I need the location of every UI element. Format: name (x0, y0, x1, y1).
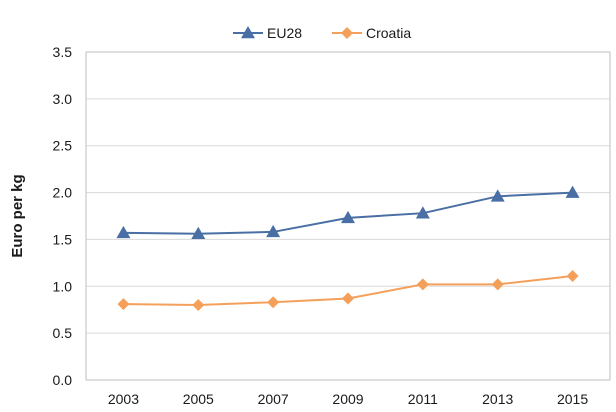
data-point (117, 298, 130, 311)
data-point (116, 225, 131, 239)
y-tick-label: 1.5 (53, 231, 73, 247)
data-point (415, 206, 430, 219)
y-axis-ticks: 0.0 0.5 1.0 1.5 2.0 2.5 3.0 3.5 (53, 44, 73, 388)
data-point (341, 210, 355, 224)
data-point (267, 296, 280, 309)
legend: EU28 Croatia (233, 25, 411, 41)
y-tick-label: 3.0 (53, 91, 73, 107)
x-tick-label: 2007 (258, 391, 289, 407)
legend-item: EU28 (233, 25, 302, 41)
x-tick-label: 2013 (482, 391, 513, 407)
y-axis-label: Euro per kg (9, 174, 26, 257)
x-tick-label: 2011 (408, 391, 438, 407)
data-point (491, 278, 504, 291)
legend-marker (341, 27, 353, 39)
x-axis-ticks: 2003 2005 2007 2009 2011 2013 2015 (108, 391, 589, 407)
gridlines (86, 51, 610, 381)
series-croatia (117, 269, 579, 312)
data-point (342, 292, 354, 305)
legend-marker (241, 26, 255, 39)
y-tick-label: 3.5 (53, 44, 73, 60)
legend-item: Croatia (332, 25, 411, 41)
x-tick-label: 2009 (332, 391, 363, 407)
x-tick-label: 2015 (557, 391, 588, 407)
y-tick-label: 1.0 (53, 278, 73, 294)
legend-label: Croatia (366, 25, 411, 41)
y-tick-label: 0.5 (53, 325, 73, 341)
y-tick-label: 2.0 (53, 185, 73, 201)
data-point (566, 269, 579, 282)
series-group (116, 185, 580, 312)
plot-area-border (85, 51, 611, 381)
data-point (266, 224, 281, 238)
series-eu28 (116, 185, 580, 240)
data-point (191, 226, 206, 240)
data-point (416, 278, 429, 291)
x-tick-label: 2005 (183, 391, 214, 407)
data-point (565, 185, 580, 198)
legend-label: EU28 (267, 25, 302, 41)
data-point (192, 299, 205, 312)
y-tick-label: 0.0 (53, 372, 73, 388)
x-tick-label: 2003 (108, 391, 139, 407)
y-tick-label: 2.5 (53, 138, 73, 154)
data-point (490, 189, 505, 202)
